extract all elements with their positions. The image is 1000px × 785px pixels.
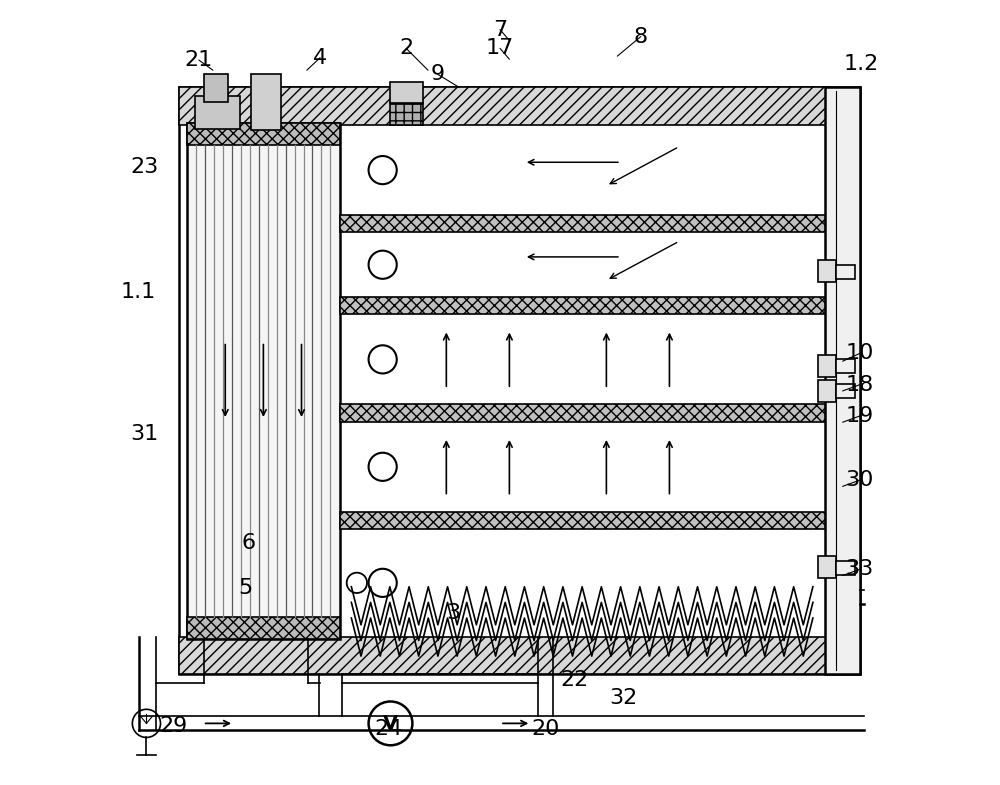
Text: 3: 3 (446, 603, 460, 623)
Text: 2: 2 (399, 38, 413, 58)
Bar (836, 360, 855, 374)
Bar (195, 96, 240, 129)
Text: 20: 20 (531, 719, 560, 739)
Text: 33: 33 (846, 559, 874, 579)
Bar (818, 557, 836, 578)
Bar (187, 122, 340, 639)
Text: 21: 21 (185, 50, 213, 70)
Bar (187, 617, 340, 639)
Bar (818, 380, 836, 402)
Bar (179, 87, 860, 674)
Bar (187, 122, 340, 144)
Bar (825, 87, 860, 674)
Bar (390, 82, 423, 104)
Text: 1.1: 1.1 (121, 283, 156, 302)
Text: 6: 6 (241, 533, 255, 553)
Text: 9: 9 (430, 64, 444, 84)
Text: 5: 5 (239, 578, 253, 598)
Text: V: V (383, 714, 398, 733)
Text: 1.2: 1.2 (844, 54, 879, 74)
Bar (340, 215, 825, 232)
Bar (818, 260, 836, 282)
Text: 22: 22 (560, 670, 588, 690)
Text: 30: 30 (846, 470, 874, 490)
Text: 23: 23 (130, 157, 158, 177)
Text: 7: 7 (493, 20, 507, 39)
Text: 24: 24 (375, 719, 403, 739)
Text: 17: 17 (486, 38, 514, 58)
Bar (179, 87, 830, 125)
Bar (340, 512, 825, 529)
Bar (179, 637, 830, 674)
Bar (836, 265, 855, 279)
Text: 4: 4 (313, 48, 327, 68)
Bar (836, 561, 855, 575)
Text: 31: 31 (130, 424, 158, 444)
Bar (390, 104, 423, 125)
Text: 18: 18 (846, 374, 874, 395)
Text: 8: 8 (634, 27, 648, 46)
Text: 19: 19 (846, 406, 874, 426)
Text: 10: 10 (846, 343, 874, 363)
Bar (836, 385, 855, 399)
Bar (251, 74, 281, 130)
Bar (818, 355, 836, 377)
Bar (204, 74, 228, 102)
Bar (340, 297, 825, 314)
Text: 29: 29 (159, 716, 187, 736)
Text: 32: 32 (609, 688, 638, 707)
Bar (340, 404, 825, 422)
